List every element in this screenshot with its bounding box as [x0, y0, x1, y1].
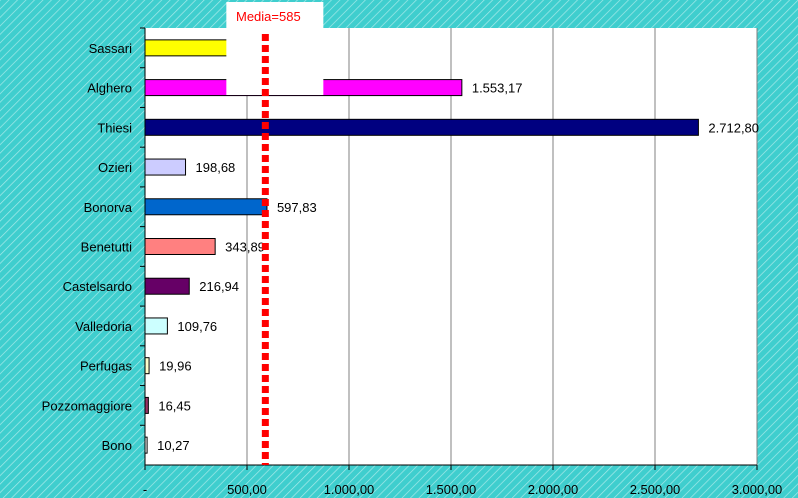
data-label: 343,89	[225, 240, 265, 255]
category-label: Thiesi	[97, 120, 132, 135]
category-label: Valledoria	[75, 319, 133, 334]
media-label: Media=585	[236, 9, 301, 24]
category-label: Pozzomaggiore	[42, 398, 132, 413]
x-tick-label: 1.000,00	[324, 482, 375, 497]
data-label: 216,94	[199, 279, 239, 294]
bar	[144, 158, 187, 176]
x-tick-label: 2.500,00	[630, 482, 681, 497]
category-label: Sassari	[89, 41, 132, 56]
bar	[144, 357, 150, 375]
data-label: 198,68	[196, 160, 236, 175]
category-label: Castelsardo	[63, 279, 132, 294]
bar	[144, 277, 190, 295]
data-label: 2.712,80	[708, 120, 759, 135]
x-tick-label: 2.000,00	[528, 482, 579, 497]
data-label: 19,96	[159, 359, 192, 374]
bars	[144, 39, 699, 454]
x-tick-label: 500,00	[227, 482, 267, 497]
bar	[144, 118, 699, 136]
bar	[144, 238, 216, 255]
x-tick-label: -	[143, 482, 147, 497]
data-label: 1.553,17	[472, 81, 523, 96]
bar	[144, 396, 149, 414]
bar	[144, 198, 268, 216]
data-label: 597,83	[277, 200, 317, 215]
data-label: 109,76	[177, 319, 217, 334]
reference-line-group: Media=585	[226, 2, 324, 465]
data-label: 10,27	[157, 438, 190, 453]
category-label: Alghero	[87, 81, 132, 96]
category-label: Ozieri	[98, 160, 132, 175]
category-label: Bonorva	[84, 200, 133, 215]
x-axis-ticks: - 500,00 1.000,00 1.500,00 2.000,00 2.500,00 3…	[143, 465, 782, 497]
category-label: Benetutti	[81, 240, 132, 255]
x-tick-label: 3.000,00	[732, 482, 783, 497]
bar	[144, 317, 168, 335]
data-label: 16,45	[158, 398, 191, 413]
category-labels: Sassari Alghero Thiesi Ozieri Bonorva Benetut…	[42, 27, 145, 453]
category-label: Perfugas	[80, 359, 133, 374]
bar	[144, 436, 148, 454]
category-label: Bono	[102, 438, 132, 453]
media-label-box	[226, 2, 324, 95]
x-tick-label: 1.500,00	[426, 482, 477, 497]
